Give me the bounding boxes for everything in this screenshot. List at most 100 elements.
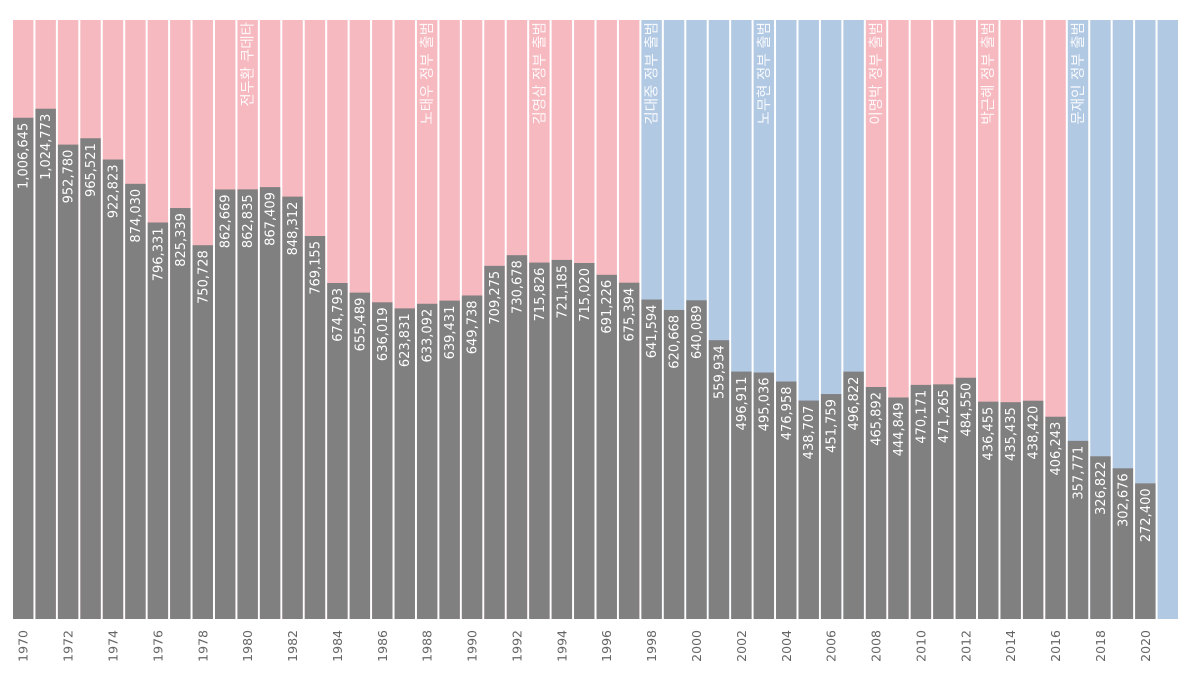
bar-1990 [461, 295, 483, 619]
bar-2009 [888, 397, 909, 619]
value-label-1992: 730,678 [510, 260, 525, 314]
bar-1972 [57, 144, 79, 619]
bar-2020 [1135, 483, 1156, 619]
bar-2005 [798, 400, 819, 619]
value-label-2004: 476,958 [780, 387, 795, 441]
x-tick-1988: 1988 [420, 630, 435, 662]
bar-1992 [506, 255, 528, 619]
annotation-2017: 문재인 정부 출범 [1070, 22, 1087, 125]
value-label-1975: 874,030 [129, 189, 144, 243]
annotation-2013: 박근혜 정부 출범 [980, 22, 997, 125]
value-label-2001: 559,934 [712, 345, 727, 399]
x-tick-1978: 1978 [195, 630, 210, 662]
bar-2014 [1000, 402, 1021, 619]
value-label-1997: 675,394 [623, 288, 638, 342]
bar-1974 [102, 159, 124, 619]
value-label-1985: 655,489 [353, 298, 368, 352]
value-label-1999: 620,668 [668, 315, 683, 369]
value-label-1978: 750,728 [196, 250, 211, 304]
x-tick-1992: 1992 [509, 630, 524, 662]
value-label-2019: 302,676 [1116, 473, 1131, 527]
bar-1973 [80, 138, 101, 620]
value-label-2013: 436,455 [982, 407, 997, 461]
bar-1995 [574, 262, 595, 619]
bar-2019 [1112, 468, 1134, 619]
annotation-1998: 김대중 정부 출범 [644, 22, 661, 125]
value-label-2011: 471,265 [937, 389, 952, 443]
annotation-2003: 노무현 정부 출범 [756, 22, 773, 125]
value-label-1996: 691,226 [600, 280, 615, 334]
value-label-1994: 721,185 [555, 265, 570, 319]
value-label-1984: 674,793 [331, 288, 346, 342]
value-label-1995: 715,020 [578, 268, 593, 322]
bar-1980 [237, 189, 258, 619]
x-tick-1986: 1986 [375, 630, 390, 662]
annotations: 전두환 쿠데타 노태우 정부 출범 김영삼 정부 출범 김대중 정부 출범 노무현 정부… [240, 22, 1087, 125]
value-label-1976: 796,331 [151, 227, 166, 281]
bar-1975 [125, 183, 146, 619]
value-label-2010: 470,171 [914, 390, 929, 444]
bar-1999 [663, 309, 685, 619]
annotation-2008: 이명박 정부 출범 [868, 22, 885, 125]
value-label-2005: 438,707 [802, 406, 817, 460]
value-label-1979: 862,669 [219, 194, 234, 248]
value-label-2012: 484,550 [959, 383, 974, 437]
value-labels: 1,006,645 1,024,773 952,780 965,521 922,823 8… [17, 114, 1154, 542]
value-label-1990: 649,738 [466, 300, 481, 354]
value-label-1982: 848,312 [286, 202, 301, 256]
value-label-1980: 862,835 [241, 194, 256, 248]
bar-1996 [596, 274, 617, 619]
bar-2000 [686, 300, 707, 619]
x-tick-2016: 2016 [1048, 630, 1063, 662]
bar-1981 [259, 187, 281, 620]
bar-1970 [13, 117, 34, 620]
value-label-1981: 867,409 [264, 192, 279, 246]
bar-2004 [776, 381, 797, 619]
x-tick-2008: 2008 [869, 630, 884, 662]
bar-1979 [214, 189, 236, 619]
value-label-1993: 715,826 [533, 268, 548, 322]
x-tick-2006: 2006 [824, 630, 839, 662]
value-label-2002: 496,911 [735, 377, 750, 431]
bar-1993 [529, 262, 550, 619]
bar-1978 [192, 245, 213, 620]
bar-1984 [327, 283, 348, 619]
bar-2003 [753, 372, 775, 619]
bar-1994 [551, 259, 573, 619]
annotation-1993: 김영삼 정부 출범 [531, 22, 548, 125]
x-tick-1982: 1982 [285, 630, 300, 662]
value-label-1986: 636,019 [376, 307, 391, 361]
value-label-2017: 357,771 [1072, 446, 1087, 500]
bar-2007 [843, 371, 864, 619]
x-tick-2000: 2000 [689, 630, 704, 662]
value-label-1989: 639,431 [443, 306, 458, 360]
value-label-1998: 641,594 [645, 305, 660, 359]
bar-2008 [865, 387, 887, 619]
value-label-1971: 1,024,773 [39, 114, 54, 180]
value-label-2009: 444,849 [892, 402, 907, 456]
x-axis-ticks: 1970 1972 1974 1976 1978 1980 1982 1984 1986 1988… [16, 630, 1153, 662]
bar-1985 [349, 292, 371, 619]
value-label-1974: 922,823 [106, 165, 121, 219]
value-label-2014: 435,435 [1004, 407, 1019, 461]
x-tick-2004: 2004 [779, 630, 794, 662]
value-label-1973: 965,521 [84, 143, 99, 197]
bar-1997 [618, 282, 640, 619]
value-label-2007: 496,822 [847, 377, 862, 431]
x-tick-1972: 1972 [61, 630, 76, 662]
bar-1976 [147, 222, 169, 619]
value-label-2015: 438,420 [1027, 406, 1042, 460]
period-background-2020 [1135, 20, 1156, 619]
bar-1987 [394, 308, 415, 619]
value-label-2020: 272,400 [1139, 488, 1154, 542]
annotation-1980: 전두환 쿠데타 [240, 22, 257, 107]
bar-2017 [1067, 440, 1089, 619]
annotation-1988: 노태우 정부 출범 [419, 22, 436, 125]
value-label-2018: 326,822 [1094, 461, 1109, 515]
value-label-1987: 623,831 [398, 313, 413, 367]
x-tick-2018: 2018 [1093, 630, 1108, 662]
value-label-2008: 465,892 [870, 392, 885, 446]
value-label-2006: 451,759 [825, 399, 840, 453]
bar-1989 [439, 300, 460, 619]
